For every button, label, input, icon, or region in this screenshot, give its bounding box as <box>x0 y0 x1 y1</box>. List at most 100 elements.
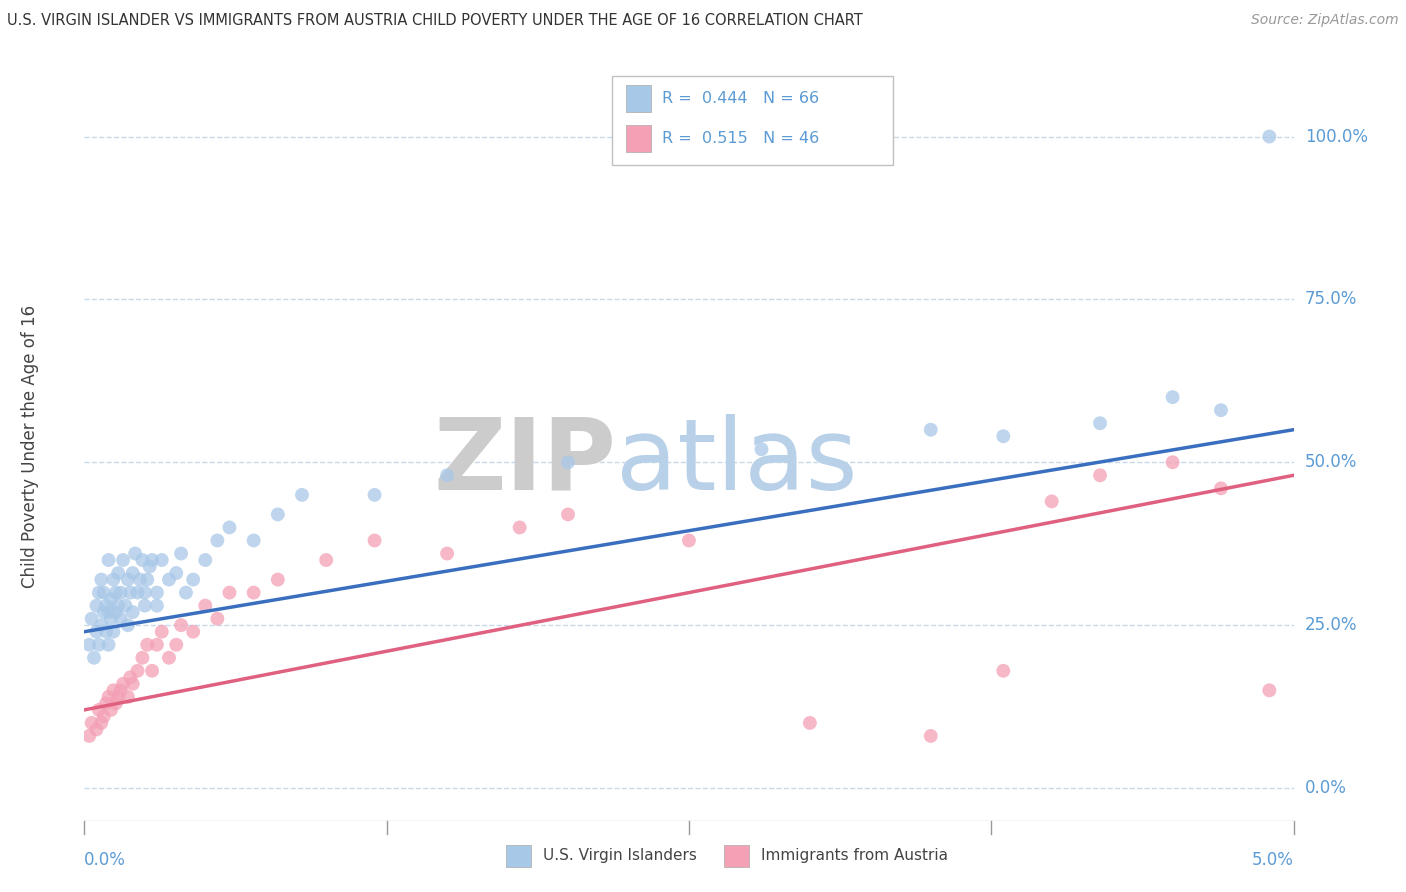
Text: 75.0%: 75.0% <box>1305 291 1357 309</box>
Point <box>83 650 105 665</box>
Point <box>129 573 152 587</box>
Text: U.S. Virgin Islanders: U.S. Virgin Islanders <box>543 848 696 863</box>
Point <box>100 703 122 717</box>
Point <box>120 670 142 684</box>
Point <box>751 442 773 457</box>
Point <box>165 638 187 652</box>
Point <box>97 553 120 567</box>
Point <box>1258 129 1281 144</box>
Point <box>1088 468 1111 483</box>
Point <box>174 585 197 599</box>
Point <box>103 573 125 587</box>
Point <box>117 618 139 632</box>
Point <box>100 612 122 626</box>
Point <box>86 723 108 737</box>
Point <box>97 638 120 652</box>
Point <box>138 559 160 574</box>
Point <box>157 573 180 587</box>
Point <box>127 585 149 599</box>
Point <box>136 638 159 652</box>
Point <box>136 573 159 587</box>
Point <box>127 664 149 678</box>
Point <box>170 618 193 632</box>
Text: 100.0%: 100.0% <box>1305 128 1368 145</box>
Point <box>97 605 120 619</box>
Text: 25.0%: 25.0% <box>1305 616 1357 634</box>
Point <box>87 585 110 599</box>
Point <box>121 677 143 691</box>
Text: 0.0%: 0.0% <box>84 851 127 869</box>
Point <box>97 690 120 704</box>
Point <box>90 573 112 587</box>
Point <box>165 566 187 580</box>
Point <box>1040 494 1063 508</box>
Point <box>112 677 135 691</box>
Point <box>146 638 169 652</box>
Text: Source: ZipAtlas.com: Source: ZipAtlas.com <box>1251 13 1399 28</box>
Point <box>120 585 142 599</box>
Text: R =  0.444   N = 66: R = 0.444 N = 66 <box>662 91 820 105</box>
Text: atlas: atlas <box>616 414 858 511</box>
Point <box>363 533 385 548</box>
Point <box>1161 455 1184 469</box>
Point <box>107 690 129 704</box>
Point <box>1258 683 1281 698</box>
Point <box>110 612 132 626</box>
Point <box>181 573 204 587</box>
Point <box>557 508 579 522</box>
Point <box>267 573 290 587</box>
Text: R =  0.515   N = 46: R = 0.515 N = 46 <box>662 131 820 145</box>
Text: 5.0%: 5.0% <box>1251 851 1294 869</box>
Point <box>103 683 125 698</box>
Text: Immigrants from Austria: Immigrants from Austria <box>761 848 948 863</box>
Point <box>920 729 942 743</box>
Text: Child Poverty Under the Age of 16: Child Poverty Under the Age of 16 <box>21 304 39 588</box>
Point <box>117 690 139 704</box>
Point <box>94 599 117 613</box>
Point <box>170 547 193 561</box>
Point <box>146 599 169 613</box>
Point <box>121 566 143 580</box>
Point <box>80 612 103 626</box>
Point <box>218 585 240 599</box>
Point <box>436 547 458 561</box>
Point <box>104 697 127 711</box>
Point <box>436 468 458 483</box>
Point <box>181 624 204 639</box>
Point <box>87 638 110 652</box>
Point <box>94 697 117 711</box>
Point <box>80 715 103 730</box>
Point <box>93 709 115 723</box>
Point <box>114 599 136 613</box>
Point <box>104 605 127 619</box>
Point <box>86 599 108 613</box>
Point <box>1088 416 1111 430</box>
Point <box>146 585 169 599</box>
Point <box>93 605 115 619</box>
Point <box>363 488 385 502</box>
Point <box>90 618 112 632</box>
Point <box>315 553 337 567</box>
Point <box>1209 481 1232 495</box>
Point <box>112 553 135 567</box>
Point <box>93 585 115 599</box>
Point <box>194 553 217 567</box>
Text: 0.0%: 0.0% <box>1305 779 1347 797</box>
Point <box>107 599 129 613</box>
Point <box>150 553 173 567</box>
Point <box>94 624 117 639</box>
Point <box>218 520 240 534</box>
Point <box>267 508 290 522</box>
Point <box>141 664 163 678</box>
Point <box>141 553 163 567</box>
Text: 50.0%: 50.0% <box>1305 453 1357 471</box>
Point <box>509 520 531 534</box>
Point <box>104 585 127 599</box>
Text: ZIP: ZIP <box>433 414 616 511</box>
Point <box>131 553 153 567</box>
Point <box>993 429 1015 443</box>
Point <box>77 638 100 652</box>
Point <box>1161 390 1184 404</box>
Point <box>103 624 125 639</box>
Point <box>110 585 132 599</box>
